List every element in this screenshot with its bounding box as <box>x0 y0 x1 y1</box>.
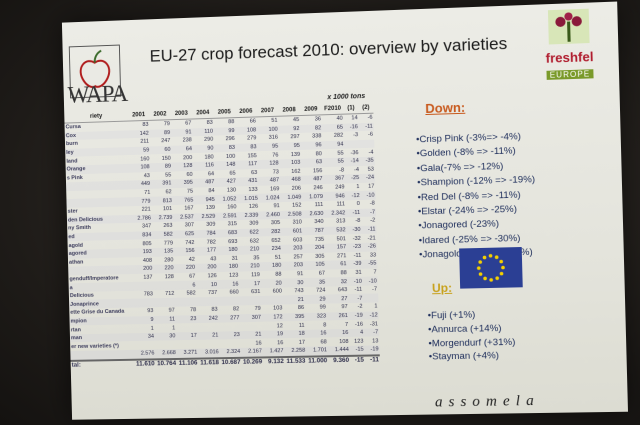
column-header: 2004 <box>192 108 214 119</box>
value-cell: -31 <box>364 320 379 329</box>
value-cell: -23 <box>347 243 362 252</box>
value-cell: 9.360 <box>328 356 350 366</box>
unit-note: x 1000 tons <box>327 93 365 101</box>
up-list: •Fuji (+1%) •Annurca (+14%) •Morgendurf … <box>428 308 516 365</box>
value-cell: -21 <box>362 234 377 243</box>
column-header: 2008 <box>278 105 300 116</box>
up-item: •Morgendurf (+31%) <box>428 335 515 350</box>
value-cell: -12 <box>364 311 379 320</box>
value-cell: 1.444 <box>328 346 350 356</box>
down-list: •Crisp Pink (-3%=> -4%) •Golden (-8% => … <box>416 130 537 263</box>
value-cell: -2 <box>361 217 376 226</box>
assomela-text: assomela <box>435 393 540 411</box>
value-cell: -39 <box>347 260 362 269</box>
column-header: 2002 <box>149 109 171 120</box>
value-cell: 4 <box>349 329 364 338</box>
presentation-slide: WAPA EU-27 crop forecast 2010: overview … <box>62 2 628 420</box>
column-header: 2005 <box>213 107 235 118</box>
value-cell: 123 <box>349 337 364 346</box>
value-cell: 1 <box>363 302 378 311</box>
variety-cell: tal: <box>71 359 135 370</box>
value-cell: -10 <box>363 277 378 286</box>
value-cell: -10 <box>348 277 363 286</box>
value-cell: 14 <box>344 114 359 124</box>
value-cell: 10.687 <box>220 357 242 367</box>
value-cell: -6 <box>359 113 374 123</box>
value-cell: 7 <box>363 268 378 277</box>
value-cell: 3.016 <box>198 348 220 358</box>
up-item: •Stayman (+4%) <box>429 349 516 364</box>
freshfel-logo: freshfel EUROPE <box>532 8 607 73</box>
value-cell: -26 <box>362 242 377 251</box>
value-cell: 2.324 <box>220 348 242 358</box>
value-cell: -15 <box>350 355 365 365</box>
value-cell: -15 <box>350 346 365 356</box>
value-cell: -55 <box>362 260 377 269</box>
value-cell: -7 <box>363 285 378 294</box>
value-cell: 13 <box>364 337 379 346</box>
column-header: 2009 <box>300 104 322 115</box>
column-header: (2) <box>358 103 373 114</box>
value-cell: 9.132 <box>263 357 285 367</box>
value-cell: -11 <box>346 208 361 217</box>
column-header: 2001 <box>128 110 150 121</box>
column-header: 2006 <box>235 107 257 118</box>
value-cell: 11.618 <box>198 358 220 368</box>
value-cell: -30 <box>347 226 362 235</box>
value-cell: -11 <box>347 251 362 260</box>
column-header: 2003 <box>170 109 192 120</box>
value-cell: 33 <box>362 251 377 260</box>
value-cell: -7 <box>348 294 363 303</box>
value-cell: 2.167 <box>241 348 263 358</box>
assomela-logo: assomela <box>435 393 540 412</box>
crop-forecast-table: riety 2001 2002 2003 2004 2005 2006 2007 2008 200… <box>64 103 380 370</box>
value-cell: 11.000 <box>306 356 328 366</box>
value-cell: -19 <box>365 345 380 355</box>
value-cell <box>363 294 378 303</box>
down-heading: Down: <box>425 100 465 116</box>
value-cell: 11.533 <box>285 356 307 366</box>
column-header: F2010 <box>322 104 344 115</box>
value-cell: 3.271 <box>177 349 199 359</box>
up-heading: Up: <box>432 281 452 295</box>
cherry-tree-icon <box>548 9 590 45</box>
value-cell: -11 <box>348 286 363 295</box>
value-cell: 31 <box>348 268 363 277</box>
value-cell: 10.269 <box>241 357 263 367</box>
value-cell: 11.106 <box>177 358 199 368</box>
column-header: (1) <box>343 103 358 114</box>
value-cell: -7 <box>361 208 376 217</box>
value-cell: 2.668 <box>155 349 177 359</box>
value-cell: 1.427 <box>263 347 285 357</box>
value-cell: 2.576 <box>134 350 156 360</box>
wapa-logo: WAPA <box>67 81 127 110</box>
value-cell: -16 <box>349 320 364 329</box>
value-cell: -2 <box>349 303 364 312</box>
value-cell: 1.701 <box>306 346 328 356</box>
freshfel-name: freshfel <box>533 50 607 66</box>
value-cell: 11.610 <box>134 359 156 369</box>
eu-flag-icon <box>459 247 523 289</box>
value-cell: -19 <box>349 311 364 320</box>
slide-title: EU-27 crop forecast 2010: overview by va… <box>149 34 507 67</box>
value-cell: -11 <box>361 225 376 234</box>
freshfel-sub: EUROPE <box>547 69 594 80</box>
value-cell: 10.764 <box>156 359 178 369</box>
value-cell: 2.258 <box>284 347 306 357</box>
value-cell: -32 <box>347 234 362 243</box>
value-cell: -11 <box>365 355 380 365</box>
column-header: 2007 <box>256 106 278 117</box>
value-cell: -7 <box>364 328 379 337</box>
